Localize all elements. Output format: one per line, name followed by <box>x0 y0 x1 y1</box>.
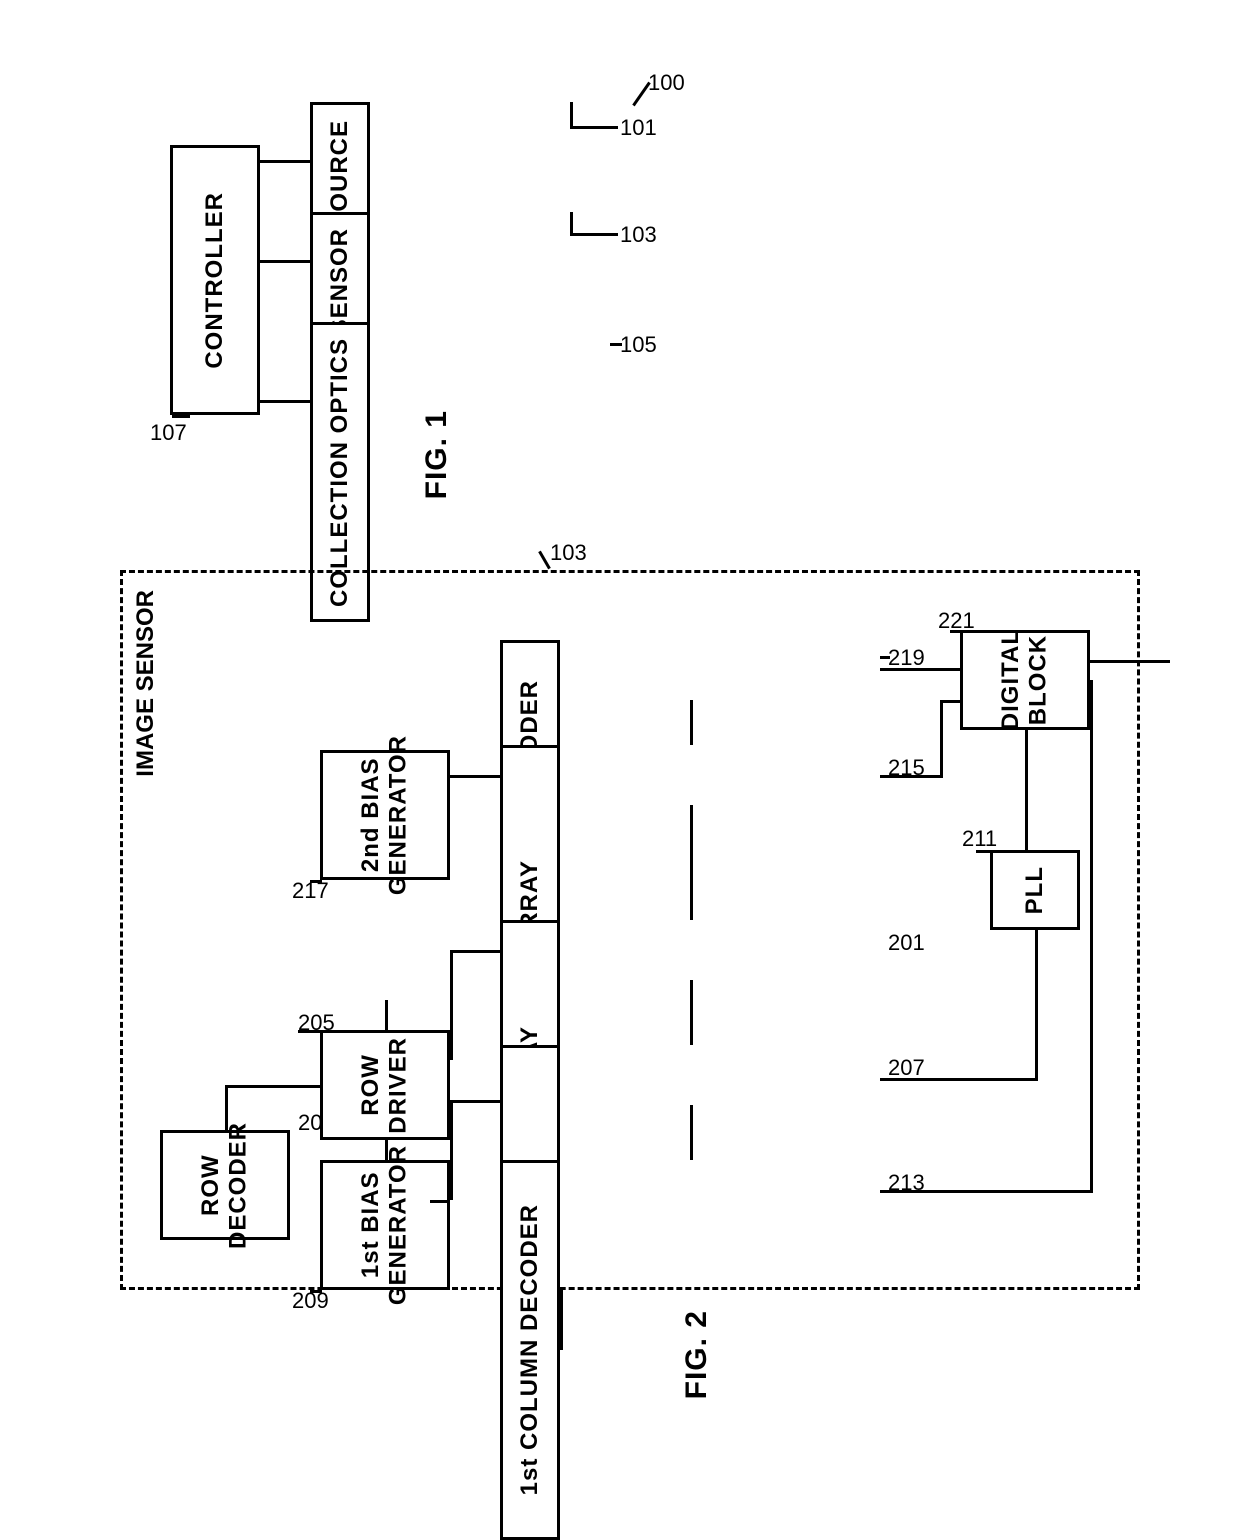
c-rdrv-px-v <box>450 950 453 1060</box>
c-dig-col1-v <box>1090 680 1093 1190</box>
ref-pll: 211 <box>962 826 997 852</box>
lead-221 <box>950 630 964 633</box>
ext-103 <box>570 212 573 236</box>
lead-101 <box>570 126 618 129</box>
ref-fig2-103: 103 <box>550 540 587 566</box>
ref-controller: 107 <box>150 420 187 446</box>
fig1-title: FIG. 1 <box>420 410 454 499</box>
c-pll-tdc-v <box>1035 930 1038 1080</box>
label-bias2: 2nd BIAS GENERATOR <box>357 735 412 895</box>
label-row-driver: ROW DRIVER <box>357 1037 412 1134</box>
c-tdc-col1 <box>690 1105 693 1160</box>
block-digital: DIGITAL BLOCK <box>960 630 1090 730</box>
lead-fig2-103 <box>538 551 551 570</box>
c-rd-rdrv-v <box>225 1085 228 1130</box>
block-bias1: 1st BIAS GENERATOR <box>320 1160 450 1290</box>
c-bias1-tdc-v <box>450 1100 453 1200</box>
page-canvas: 100 CONTROLLER 107 LIGHT SOURCE 101 IMAG… <box>0 0 1240 1426</box>
lead-211 <box>976 850 992 853</box>
lead-219 <box>880 656 890 659</box>
label-bias1: 1st BIAS GENERATOR <box>357 1145 412 1305</box>
ref-collection-optics: 105 <box>620 332 657 358</box>
fig2-title: FIG. 2 <box>680 1310 714 1399</box>
c-dig-col1-h2 <box>880 1190 1093 1193</box>
c-adc-dig-v <box>940 700 943 778</box>
conn-ctrl-co <box>260 400 310 403</box>
block-controller: CONTROLLER <box>170 145 260 415</box>
label-digital: DIGITAL BLOCK <box>997 629 1052 730</box>
lead-205 <box>298 1030 322 1033</box>
c-bias1-out <box>430 1200 450 1203</box>
c-rd-rdrv-h <box>225 1085 320 1088</box>
block-pll: PLL <box>990 850 1080 930</box>
fig2-out-lead <box>560 1290 563 1350</box>
label-pll: PLL <box>1021 866 1049 914</box>
c-col2-dig <box>880 668 960 671</box>
c-rdrv-px <box>450 950 500 953</box>
c-bias1-tdc-h <box>450 1100 500 1103</box>
lead-107 <box>172 415 190 418</box>
c-bias1-link <box>385 1140 388 1160</box>
c-rdrv-out <box>385 1000 388 1030</box>
ref-image-sensor-f1: 103 <box>620 222 657 248</box>
ref-pixel: 201 <box>888 930 925 956</box>
lead-103 <box>570 233 618 236</box>
c-dig-out <box>1090 660 1170 663</box>
ext-101 <box>570 102 573 126</box>
conn-ctrl-ls <box>260 160 310 163</box>
label-collection-optics: COLLECTION OPTICS <box>326 338 354 607</box>
c-dig-pll <box>1025 730 1028 850</box>
c-bias2-adc <box>450 775 500 778</box>
c-adc-pixel <box>690 805 693 920</box>
label-controller: CONTROLLER <box>201 192 229 369</box>
ref-light-source: 101 <box>620 115 657 141</box>
lead-217 <box>310 880 322 883</box>
label-col1: 1st COLUMN DECODER <box>516 1204 544 1495</box>
fig2-container-title: IMAGE SENSOR <box>132 590 160 777</box>
c-col2-adc <box>690 700 693 745</box>
block-row-driver: ROW DRIVER <box>320 1030 450 1140</box>
c-adc-dig-h <box>880 775 940 778</box>
block-col1: 1st COLUMN DECODER <box>500 1160 560 1540</box>
lead-105 <box>610 343 622 346</box>
lead-209 <box>310 1290 322 1293</box>
c-pixel-tdc <box>690 980 693 1045</box>
block-bias2: 2nd BIAS GENERATOR <box>320 750 450 880</box>
ref-100: 100 <box>648 70 685 96</box>
c-pll-tdc-h <box>880 1078 1038 1081</box>
conn-ctrl-is <box>260 260 310 263</box>
c-adc-dig-h2 <box>940 700 960 703</box>
label-row-decoder: ROW DECODER <box>197 1122 252 1249</box>
block-row-decoder: ROW DECODER <box>160 1130 290 1240</box>
